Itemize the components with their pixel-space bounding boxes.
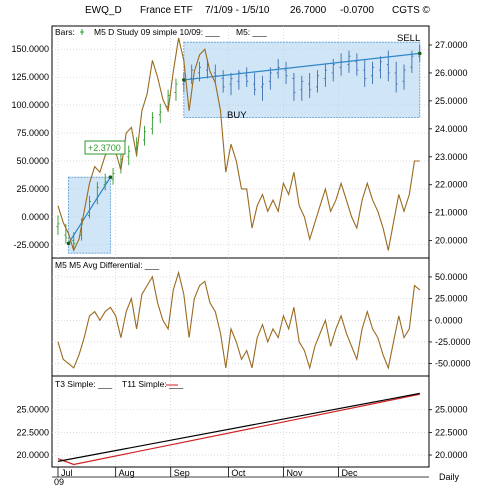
trade-entry-point — [66, 241, 71, 246]
gain-label: +2.3700 — [88, 143, 121, 153]
sell-label: SELL — [397, 33, 420, 44]
month-label: Jul — [61, 468, 73, 478]
mid-right-tick-label: -25.0000 — [435, 337, 471, 347]
mid-right-tick-label: -50.0000 — [435, 359, 471, 369]
axis-labels: 150.0000 125.0000 100.0000 75.0000 50.0000 25… — [11, 40, 470, 460]
m5-legend-label: M5: ___ — [236, 27, 267, 37]
differential-title: M5 M5 Avg Differential: ___ — [55, 260, 159, 270]
top-right-tick-label: 23.0000 — [435, 152, 468, 162]
bot-left-tick-label: 20.0000 — [16, 450, 49, 460]
top-left-tick-label: 75.0000 — [16, 128, 49, 138]
month-labels: Jul Aug Sep Oct Nov Dec — [52, 467, 429, 478]
header-last: 26.7000 — [290, 5, 327, 16]
mid-right-tick-label: 25.0000 — [435, 294, 468, 304]
trade-annotations: +2.3700 BUY SELL — [84, 33, 420, 155]
mid-right-tick-label: 50.0000 — [435, 272, 468, 282]
bot-right-tick-label: 22.5000 — [435, 427, 468, 437]
top-right-tick-label: 26.0000 — [435, 68, 468, 78]
trade-exit-point — [417, 51, 422, 56]
trade-entry-point — [182, 78, 186, 82]
gain-label-box — [84, 140, 126, 155]
bars-legend-label: Bars: — [55, 27, 75, 37]
trade-exit-point — [108, 175, 113, 179]
top-right-tick-label: 27.0000 — [435, 40, 468, 50]
t3-legend-label: T3 Simple: ___ — [55, 379, 112, 389]
trade-lines — [66, 51, 422, 246]
month-label: Aug — [119, 468, 135, 478]
bot-left-tick-label: 25.0000 — [16, 405, 49, 415]
header-change: -0.0700 — [340, 5, 374, 16]
bot-left-tick-label: 22.5000 — [16, 427, 49, 437]
differential-line-group — [57, 270, 421, 370]
year-label: 09 — [54, 477, 64, 487]
top-left-tick-label: 125.0000 — [11, 72, 49, 82]
month-label: Nov — [286, 468, 303, 478]
trade-line — [183, 52, 420, 81]
study-line — [57, 37, 420, 252]
t11-legend-label: T11 Simple: ___ — [122, 379, 184, 389]
bot-right-tick-label: 20.0000 — [435, 450, 468, 460]
top-left-tick-label: 0.0000 — [21, 212, 49, 222]
header: EWQ_D France ETF 7/1/09 - 1/5/10 26.7000… — [85, 5, 431, 16]
x-axis: Jul Aug Sep Oct Nov Dec 09 Daily — [52, 467, 460, 487]
mid-right-tick-label: 0.0000 — [435, 315, 463, 325]
header-date-range: 7/1/09 - 1/5/10 — [205, 5, 270, 16]
top-legend: Bars: M5 D Study 09 simple 10/09: ___ M5… — [55, 27, 267, 37]
trade-line — [67, 176, 111, 244]
top-right-tick-label: 24.0000 — [435, 124, 468, 134]
study-line-group — [57, 37, 420, 252]
header-symbol: EWQ_D — [85, 5, 122, 16]
bot-right-tick-label: 25.0000 — [435, 405, 468, 415]
top-left-tick-label: 150.0000 — [11, 44, 49, 54]
top-right-tick-label: 25.0000 — [435, 96, 468, 106]
period-label: Daily — [439, 472, 460, 482]
header-source: CGTS © — [392, 5, 431, 16]
top-left-tick-label: 50.0000 — [16, 156, 49, 166]
month-label: Sep — [174, 468, 190, 478]
study-legend-label: M5 D Study 09 simple 10/09: ___ — [94, 27, 220, 37]
t3-line — [57, 392, 420, 462]
top-right-tick-label: 20.0000 — [435, 236, 468, 246]
top-right-tick-label: 21.0000 — [435, 208, 468, 218]
moving-average-lines — [57, 392, 420, 466]
buy-label: BUY — [227, 110, 247, 121]
top-right-tick-label: 22.0000 — [435, 180, 468, 190]
month-label: Oct — [231, 468, 246, 478]
top-left-tick-label: 25.0000 — [16, 184, 49, 194]
header-name: France ETF — [140, 5, 193, 16]
top-left-tick-label: -25.0000 — [13, 240, 49, 250]
month-label: Dec — [341, 468, 358, 478]
top-left-tick-label: 100.0000 — [11, 100, 49, 110]
bottom-legend: T3 Simple: ___ T11 Simple: ___ — [55, 379, 184, 389]
differential-line — [57, 270, 421, 370]
